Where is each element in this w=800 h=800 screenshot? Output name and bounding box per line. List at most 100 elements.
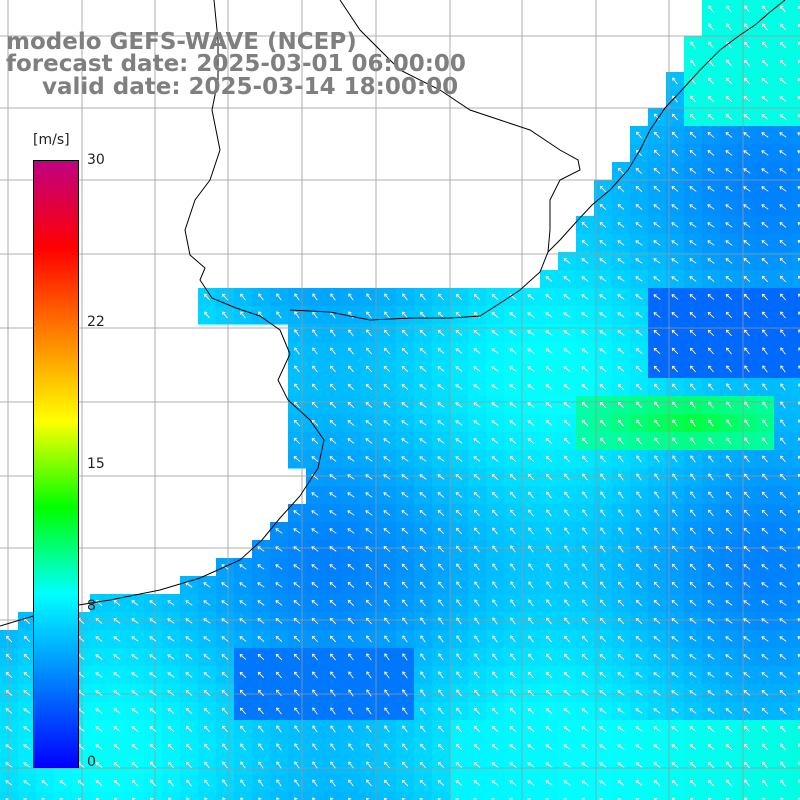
wind-cell (792, 504, 800, 523)
wind-arrow (653, 383, 660, 391)
wind-cell (378, 792, 397, 800)
wind-arrow (294, 347, 300, 355)
wind-arrow (563, 384, 571, 390)
wind-arrow (509, 312, 517, 318)
wind-arrow (761, 41, 768, 49)
wind-cell (792, 756, 800, 775)
wind-arrow (689, 311, 697, 318)
wind-arrow (617, 330, 625, 336)
wind-arrow (599, 258, 607, 264)
wind-arrow (671, 168, 679, 174)
wind-arrow (671, 312, 679, 318)
wind-arrow (581, 330, 589, 336)
wind-arrow (653, 347, 661, 354)
wind-arrow (509, 366, 517, 372)
wind-arrow (743, 77, 751, 85)
wind-cell (792, 792, 800, 800)
wind-arrow (653, 186, 661, 192)
wind-arrow (365, 383, 373, 391)
wind-arrow (725, 204, 733, 210)
wind-arrow (258, 311, 264, 319)
wind-arrow (725, 240, 733, 246)
wind-arrow (384, 293, 390, 301)
wind-cell (792, 198, 800, 217)
wind-cell (792, 306, 800, 325)
wind-arrow (743, 204, 751, 210)
wind-arrow (653, 167, 661, 174)
wind-arrow (707, 347, 714, 355)
wind-arrow (653, 149, 661, 157)
wind-arrow (330, 365, 336, 373)
wind-arrow (779, 23, 786, 31)
wind-arrow (671, 131, 679, 139)
wind-arrow (563, 258, 571, 264)
wind-arrow (725, 222, 733, 228)
wind-arrow (780, 383, 786, 391)
wind-arrow (348, 347, 354, 355)
wind-arrow (689, 258, 697, 264)
wind-cell (720, 792, 739, 800)
wind-cell (180, 792, 199, 800)
wind-arrow (240, 311, 246, 319)
wind-cell (792, 612, 800, 631)
wind-arrow (509, 384, 517, 390)
wind-cell (558, 792, 577, 800)
wind-cell (108, 792, 127, 800)
wind-arrow (725, 77, 733, 85)
wind-arrow (617, 276, 625, 282)
wind-arrow (725, 311, 733, 319)
wind-cell (342, 792, 361, 800)
wind-cell (486, 792, 505, 800)
wind-arrow (707, 95, 715, 103)
wind-arrow (689, 186, 697, 192)
wind-arrow (491, 366, 499, 372)
wind-arrow (437, 384, 445, 390)
wind-arrow (761, 132, 769, 138)
wind-arrow (527, 330, 535, 336)
wind-arrow (312, 347, 318, 355)
wind-arrow (762, 23, 768, 31)
wind-cell (792, 360, 800, 379)
wind-arrow (635, 258, 643, 264)
wind-arrow (780, 329, 786, 337)
wind-arrow (672, 95, 678, 103)
wind-arrow (545, 312, 553, 318)
wind-arrow (797, 132, 800, 136)
wind-arrow (762, 365, 768, 373)
wind-arrow (797, 168, 800, 172)
wind-cell (792, 144, 800, 163)
wind-arrow (762, 5, 768, 13)
wind-arrow (725, 59, 732, 67)
wind-arrow (798, 329, 800, 333)
wind-arrow (635, 167, 643, 175)
wind-arrow (617, 312, 625, 318)
wind-arrow (473, 311, 481, 318)
wind-arrow (545, 330, 553, 336)
wind-arrow (744, 383, 750, 391)
wind-cell (126, 792, 145, 800)
wind-arrow (473, 366, 481, 372)
wind-cell (792, 0, 800, 19)
wind-arrow (509, 330, 517, 336)
wind-cell (792, 252, 800, 271)
wind-arrow (635, 222, 643, 228)
wind-arrow (294, 383, 300, 391)
wind-arrow (671, 149, 679, 156)
wind-arrow (563, 312, 571, 318)
wind-arrow (779, 114, 787, 120)
wind-arrow (563, 276, 571, 282)
wind-arrow (797, 186, 800, 190)
wind-cell (450, 792, 469, 800)
wind-cell (432, 792, 451, 800)
wind-cell (216, 792, 235, 800)
wind-arrow (671, 365, 679, 373)
wind-arrow (473, 293, 481, 301)
wind-arrow (330, 347, 336, 355)
wind-cell (792, 648, 800, 667)
wind-arrow (383, 383, 391, 390)
wind-cell (792, 108, 800, 127)
wind-arrow (707, 311, 715, 319)
wind-arrow (581, 276, 589, 282)
wind-cell (198, 792, 217, 800)
wind-arrow (635, 204, 643, 210)
